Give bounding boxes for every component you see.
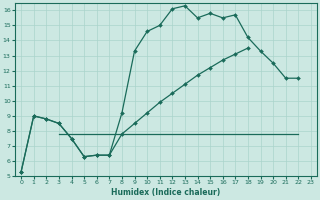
X-axis label: Humidex (Indice chaleur): Humidex (Indice chaleur) [111,188,221,197]
